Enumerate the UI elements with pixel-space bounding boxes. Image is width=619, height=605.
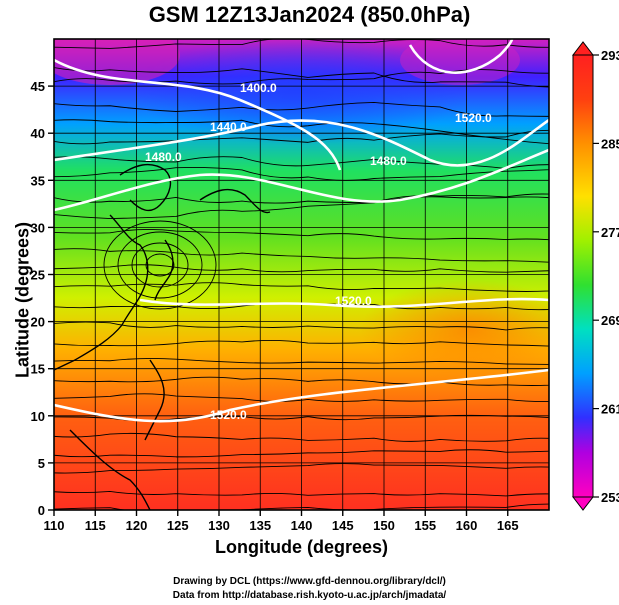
streamline: [54, 166, 549, 181]
y-tick-label: 0: [38, 503, 45, 518]
y-tick-label: 20: [31, 315, 45, 330]
x-tick-label: 120: [126, 518, 148, 533]
contour-label: 1520.0: [335, 294, 372, 308]
streamline: [54, 264, 549, 273]
streamline: [54, 376, 549, 386]
streamline: [54, 67, 549, 88]
y-tick-label: 30: [31, 220, 45, 235]
x-tick-label: 155: [414, 518, 436, 533]
coastlines: [54, 163, 271, 510]
x-tick-label: 115: [85, 518, 106, 533]
x-axis-label: Longitude (degrees): [214, 537, 388, 557]
streamline: [54, 339, 549, 347]
streamline: [54, 321, 549, 331]
y-tick-label: 5: [38, 456, 45, 471]
x-tick-label: 125: [167, 518, 189, 533]
colorbar-tick-label: 277: [601, 225, 619, 240]
contour-label: 1520.0: [210, 408, 247, 422]
colorbar-tick-label: 261: [601, 402, 619, 417]
colorbar-tick-label: 253: [601, 490, 619, 505]
streamline: [54, 503, 549, 510]
contour-label: 1440.0: [210, 120, 247, 134]
streamline: [54, 129, 549, 145]
colorbar-tick-label: 285: [601, 136, 619, 151]
x-tick-label: 140: [291, 518, 313, 533]
streamline: [54, 357, 549, 365]
streamline: [54, 196, 549, 220]
streamline-vortex: [131, 242, 189, 288]
x-tick-label: 150: [373, 518, 395, 533]
colorbar-tick-label: 293: [601, 48, 619, 63]
streamline: [54, 393, 549, 403]
streamline: [54, 229, 549, 241]
streamline: [54, 282, 549, 292]
chart-title: GSM 12Z13Jan2024 (850.0hPa): [148, 2, 471, 27]
y-tick-label: 15: [31, 362, 45, 377]
streamline: [54, 449, 549, 458]
streamline: [54, 490, 549, 497]
colorbar-tick-label: 269: [601, 313, 619, 328]
x-tick-label: 110: [44, 518, 65, 533]
streamline: [54, 69, 549, 85]
x-tick-label: 160: [456, 518, 478, 533]
y-tick-label: 35: [31, 173, 45, 188]
streamline: [54, 463, 549, 474]
x-axis-ticks: 110 115 120 125 130 135 140 145 150 155 160 165: [44, 510, 519, 533]
x-tick-label: 135: [249, 518, 271, 533]
streamline: [54, 101, 549, 117]
contour-label: 1480.0: [145, 150, 182, 164]
height-contours: [54, 39, 549, 423]
x-tick-label: 130: [208, 518, 230, 533]
y-tick-label: 10: [31, 409, 45, 424]
contour-label: 1400.0: [240, 81, 277, 95]
streamline: [54, 156, 549, 169]
credit-dcl: Drawing by DCL (https://www.gfd-dennou.o…: [173, 576, 446, 587]
streamline-vortex: [117, 231, 203, 299]
contour-label: 1480.0: [370, 154, 407, 168]
contour-label: 1520.0: [455, 111, 492, 125]
x-tick-label: 165: [497, 518, 519, 533]
credit-data-source: Data from http://database.rish.kyoto-u.a…: [172, 590, 447, 601]
streamline: [54, 248, 549, 263]
streamline-vortex: [145, 253, 175, 277]
y-tick-label: 45: [31, 79, 45, 94]
y-axis-label: Latitude (degrees): [12, 221, 33, 379]
y-tick-label: 40: [31, 126, 45, 141]
streamline: [54, 432, 549, 442]
y-tick-label: 25: [31, 268, 45, 283]
x-tick-label: 145: [332, 518, 354, 533]
grid-lines: [54, 39, 549, 510]
y-axis-ticks: 0 5 10 15 20 25 30 35 40 45: [31, 79, 54, 518]
streamline: [54, 193, 549, 204]
wind-streamlines: [54, 39, 549, 510]
temperature-field: [54, 39, 549, 510]
colorbar: 293 285 277 269 261 253: [571, 41, 619, 511]
streamline-vortex: [103, 220, 217, 310]
